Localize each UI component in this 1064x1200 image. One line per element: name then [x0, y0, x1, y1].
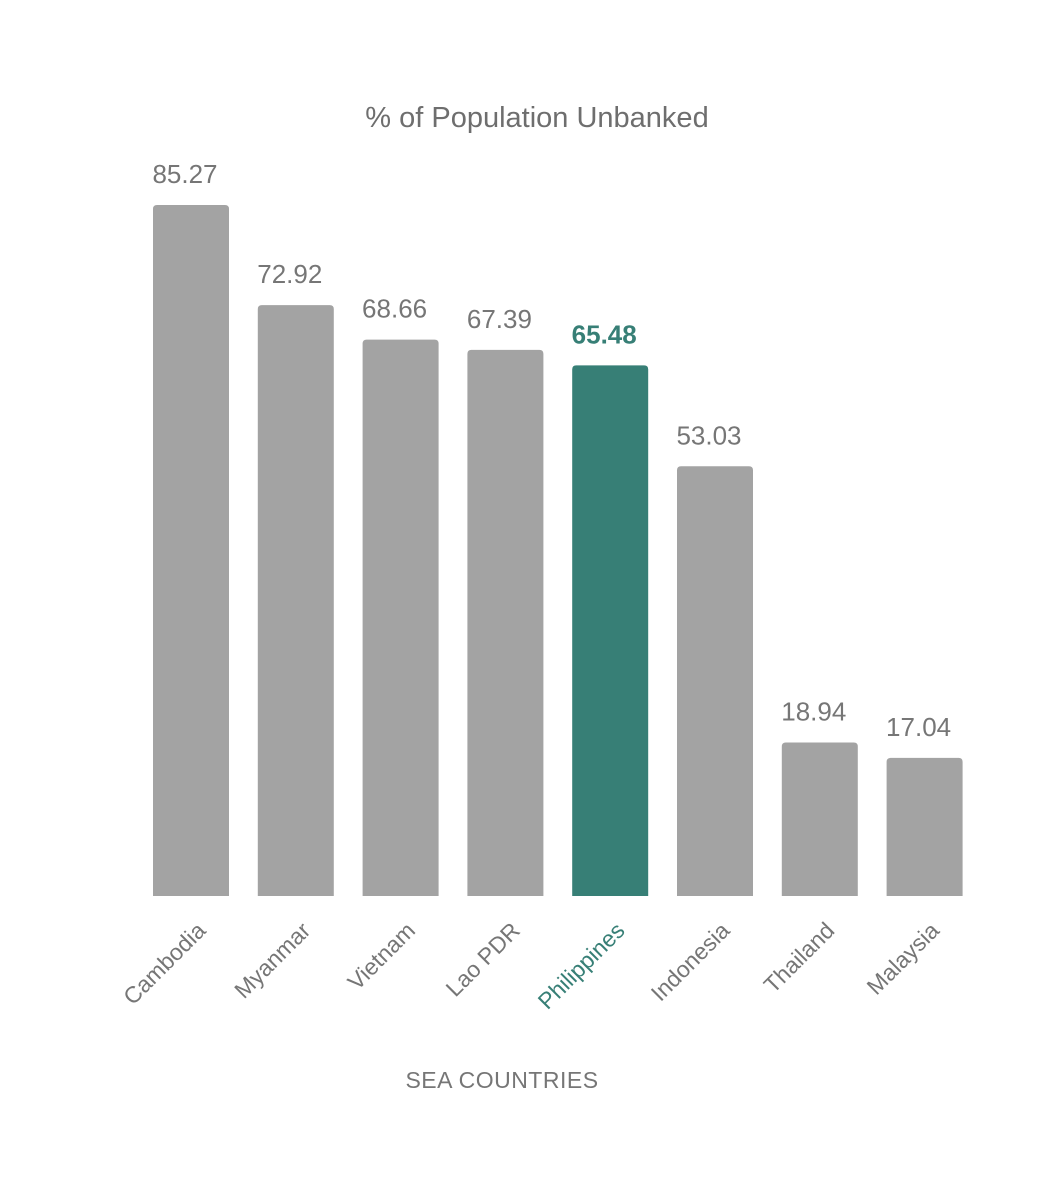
category-label-indonesia: Indonesia: [646, 917, 735, 1006]
bar-myanmar: [257, 305, 334, 896]
value-label-myanmar: 72.92: [257, 259, 322, 289]
bar-indonesia: [677, 466, 753, 896]
chart-title: % of Population Unbanked: [365, 102, 708, 134]
category-label-lao-pdr: Lao PDR: [441, 917, 525, 1001]
category-label-myanmar: Myanmar: [229, 917, 315, 1003]
value-labels-layer: 85.27 72.92 68.66 67.39 65.48 53.03 18.94 17.04: [152, 159, 951, 742]
category-label-thailand: Thailand: [759, 917, 840, 998]
value-label-indonesia: 53.03: [676, 420, 741, 450]
value-label-lao-pdr: 67.39: [467, 304, 532, 334]
value-label-philippines: 65.48: [572, 319, 637, 349]
category-label-cambodia: Cambodia: [118, 917, 211, 1010]
bar-cambodia: [153, 205, 229, 896]
value-label-thailand: 18.94: [781, 697, 846, 727]
x-axis-title: SEA COUNTRIES: [405, 1067, 598, 1093]
category-label-philippines: Philippines: [533, 917, 630, 1014]
bar-vietnam: [362, 339, 439, 897]
value-label-cambodia: 85.27: [152, 159, 217, 189]
bar-malaysia: [886, 757, 963, 896]
category-labels-layer: Cambodia Myanmar Vietnam Lao PDR Philippines…: [118, 917, 944, 1014]
category-label-vietnam: Vietnam: [342, 917, 420, 995]
bars-layer: [153, 205, 963, 897]
bar-philippines: [572, 365, 649, 896]
bar-lao-pdr: [467, 349, 544, 896]
value-label-malaysia: 17.04: [886, 712, 951, 742]
category-label-malaysia: Malaysia: [862, 917, 945, 1000]
bar-thailand: [781, 742, 858, 896]
value-label-vietnam: 68.66: [362, 294, 427, 324]
